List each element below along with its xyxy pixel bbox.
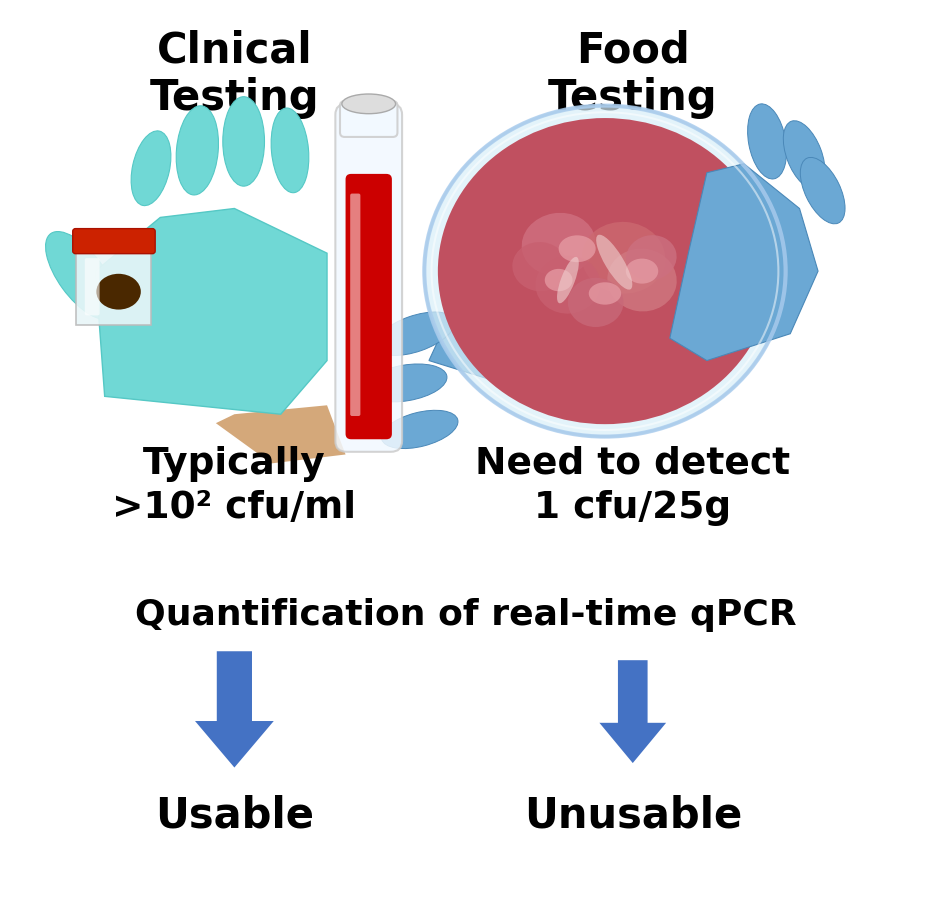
Polygon shape [195,652,274,768]
Ellipse shape [557,256,579,303]
Text: Unusable: Unusable [524,795,742,836]
Ellipse shape [558,235,596,262]
FancyBboxPatch shape [76,244,152,325]
FancyBboxPatch shape [73,229,155,254]
FancyBboxPatch shape [340,101,397,137]
FancyBboxPatch shape [350,194,361,416]
FancyBboxPatch shape [336,104,402,452]
Ellipse shape [568,278,624,327]
Text: Need to detect
1 cfu/25g: Need to detect 1 cfu/25g [475,446,790,526]
Polygon shape [670,164,818,361]
Ellipse shape [176,106,218,195]
FancyBboxPatch shape [85,258,100,315]
Ellipse shape [96,274,141,310]
Polygon shape [429,320,670,400]
Ellipse shape [381,410,458,448]
Ellipse shape [46,231,117,320]
Ellipse shape [131,130,171,205]
Polygon shape [599,661,666,763]
Ellipse shape [625,258,658,284]
Ellipse shape [424,105,786,436]
Ellipse shape [536,256,600,313]
Ellipse shape [364,364,447,402]
Ellipse shape [626,235,677,280]
Ellipse shape [544,269,572,292]
Ellipse shape [596,235,632,290]
Polygon shape [95,209,327,414]
Ellipse shape [438,118,772,424]
Ellipse shape [513,242,568,292]
Ellipse shape [747,104,787,179]
Ellipse shape [376,312,455,356]
Ellipse shape [582,222,665,293]
Ellipse shape [608,248,677,311]
FancyBboxPatch shape [346,174,391,439]
Ellipse shape [342,94,395,113]
Text: Usable: Usable [155,795,314,836]
Ellipse shape [271,108,308,193]
Ellipse shape [223,96,265,186]
Text: Food
Testing: Food Testing [548,30,718,119]
Ellipse shape [522,212,596,275]
Ellipse shape [801,158,845,224]
Text: Clnical
Testing: Clnical Testing [149,30,319,119]
Text: Typically
>10² cfu/ml: Typically >10² cfu/ml [113,446,356,526]
Text: Quantification of real-time qPCR: Quantification of real-time qPCR [135,598,797,632]
Polygon shape [216,405,346,464]
Ellipse shape [589,283,622,305]
Ellipse shape [783,121,825,189]
